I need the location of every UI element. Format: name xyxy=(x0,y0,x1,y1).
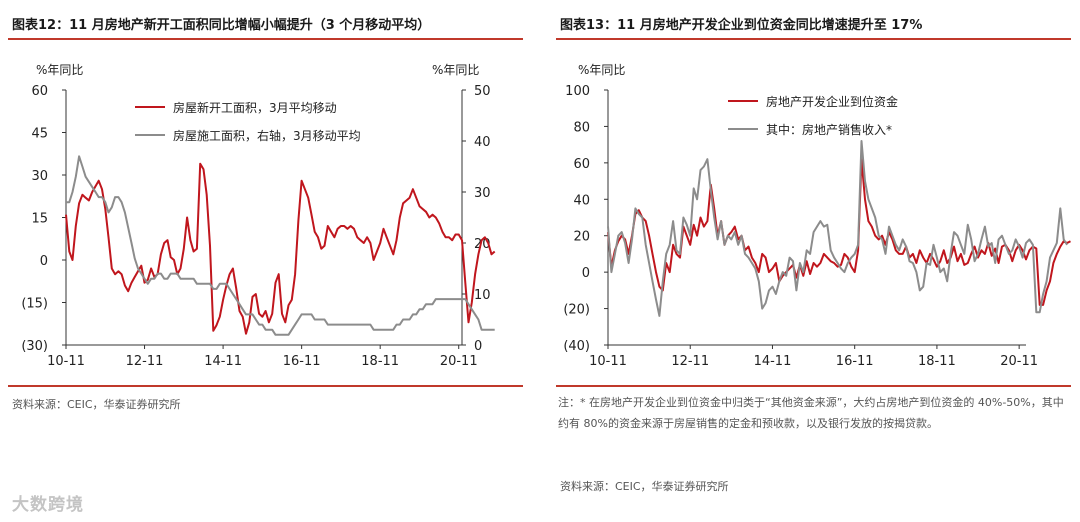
right-y-left-tick-label: 0 xyxy=(582,266,590,281)
left-y-right-tick-label: 40 xyxy=(474,135,491,150)
left-y-right-tick-label: 10 xyxy=(474,288,491,303)
right-y-left-tick-label: (20) xyxy=(563,303,590,318)
left-x-tick-label: 16-11 xyxy=(283,354,321,369)
right-x-tick-label: 10-11 xyxy=(589,354,627,369)
left-right-unit-label: %年同比 xyxy=(432,63,479,77)
left-y-left-tick-label: (15) xyxy=(21,297,48,312)
left-y-left-tick-label: 30 xyxy=(31,169,48,184)
right-bottom-rule xyxy=(556,385,1071,387)
left-x-tick-label: 14-11 xyxy=(204,354,242,369)
right-y-left-tick-label: 100 xyxy=(565,84,590,99)
left-series-line-2 xyxy=(66,155,495,336)
left-y-left-tick-label: 15 xyxy=(31,212,48,227)
right-legend-label-1: 房地产开发企业到位资金 xyxy=(766,94,898,109)
right-chart-title: 图表13：11 月房地产开发企业到位资金同比增速提升至 17% xyxy=(560,18,923,33)
right-line-chart: 100 80 60 40 20 0 (20) (40) %年同比 10-11 12-11 14-11 1… xyxy=(563,63,1071,369)
left-x-tick-label: 20-11 xyxy=(440,354,478,369)
left-y-left-tick-label: 0 xyxy=(40,254,48,269)
right-left-unit-label: %年同比 xyxy=(578,63,625,77)
left-x-tick-label: 10-11 xyxy=(47,354,85,369)
right-x-tick-label: 16-11 xyxy=(836,354,874,369)
left-series-line-1 xyxy=(65,162,496,335)
right-y-left-tick-label: 40 xyxy=(573,193,590,208)
left-left-unit-label: %年同比 xyxy=(36,63,83,77)
right-x-tick-label: 18-11 xyxy=(918,354,956,369)
right-y-left-tick-label: 80 xyxy=(573,120,590,135)
right-series-line-2 xyxy=(607,140,1068,317)
watermark-logo: 大数跨境 xyxy=(12,495,84,515)
right-y-left-tick-label: 60 xyxy=(573,157,590,172)
left-x-tick-label: 18-11 xyxy=(361,354,399,369)
right-legend-label-2: 其中：房地产销售收入* xyxy=(766,122,892,137)
left-y-right-tick-label: 50 xyxy=(474,84,491,99)
right-title-rule xyxy=(556,38,1071,40)
left-y-left-tick-label: (30) xyxy=(21,339,48,354)
left-source: 资料来源：CEIC，华泰证券研究所 xyxy=(12,398,181,411)
left-legend-label-1: 房屋新开工面积，3月平均移动 xyxy=(173,100,337,115)
right-chart-panel: 图表13：11 月房地产开发企业到位资金同比增速提升至 17% 100 80 60 4… xyxy=(548,0,1080,522)
right-note: 注：* 在房地产开发企业到位资金中归类于“其他资金来源”，大约占房地产到位资金的… xyxy=(558,396,1064,430)
right-x-tick-label: 20-11 xyxy=(1000,354,1038,369)
left-bottom-rule xyxy=(8,385,523,387)
right-series-line-1 xyxy=(607,158,1071,306)
left-legend-label-2: 房屋施工面积，右轴，3月移动平均 xyxy=(173,128,361,143)
left-x-tick-label: 12-11 xyxy=(126,354,164,369)
right-x-tick-label: 12-11 xyxy=(671,354,709,369)
left-chart-panel: 图表12：11 月房地产新开工面积同比增幅小幅提升（3 个月移动平均） 60 45… xyxy=(0,0,532,522)
left-title-rule xyxy=(8,38,523,40)
left-y-left-tick-label: 45 xyxy=(31,127,48,142)
left-y-right-tick-label: 30 xyxy=(474,186,491,201)
right-x-tick-label: 14-11 xyxy=(754,354,792,369)
right-y-left-tick-label: 20 xyxy=(573,230,590,245)
right-y-left-tick-label: (40) xyxy=(563,339,590,354)
right-source: 资料来源：CEIC，华泰证券研究所 xyxy=(560,480,729,493)
left-y-right-tick-label: 0 xyxy=(474,339,482,354)
left-chart-title: 图表12：11 月房地产新开工面积同比增幅小幅提升（3 个月移动平均） xyxy=(12,18,431,33)
left-y-left-tick-label: 60 xyxy=(31,84,48,99)
